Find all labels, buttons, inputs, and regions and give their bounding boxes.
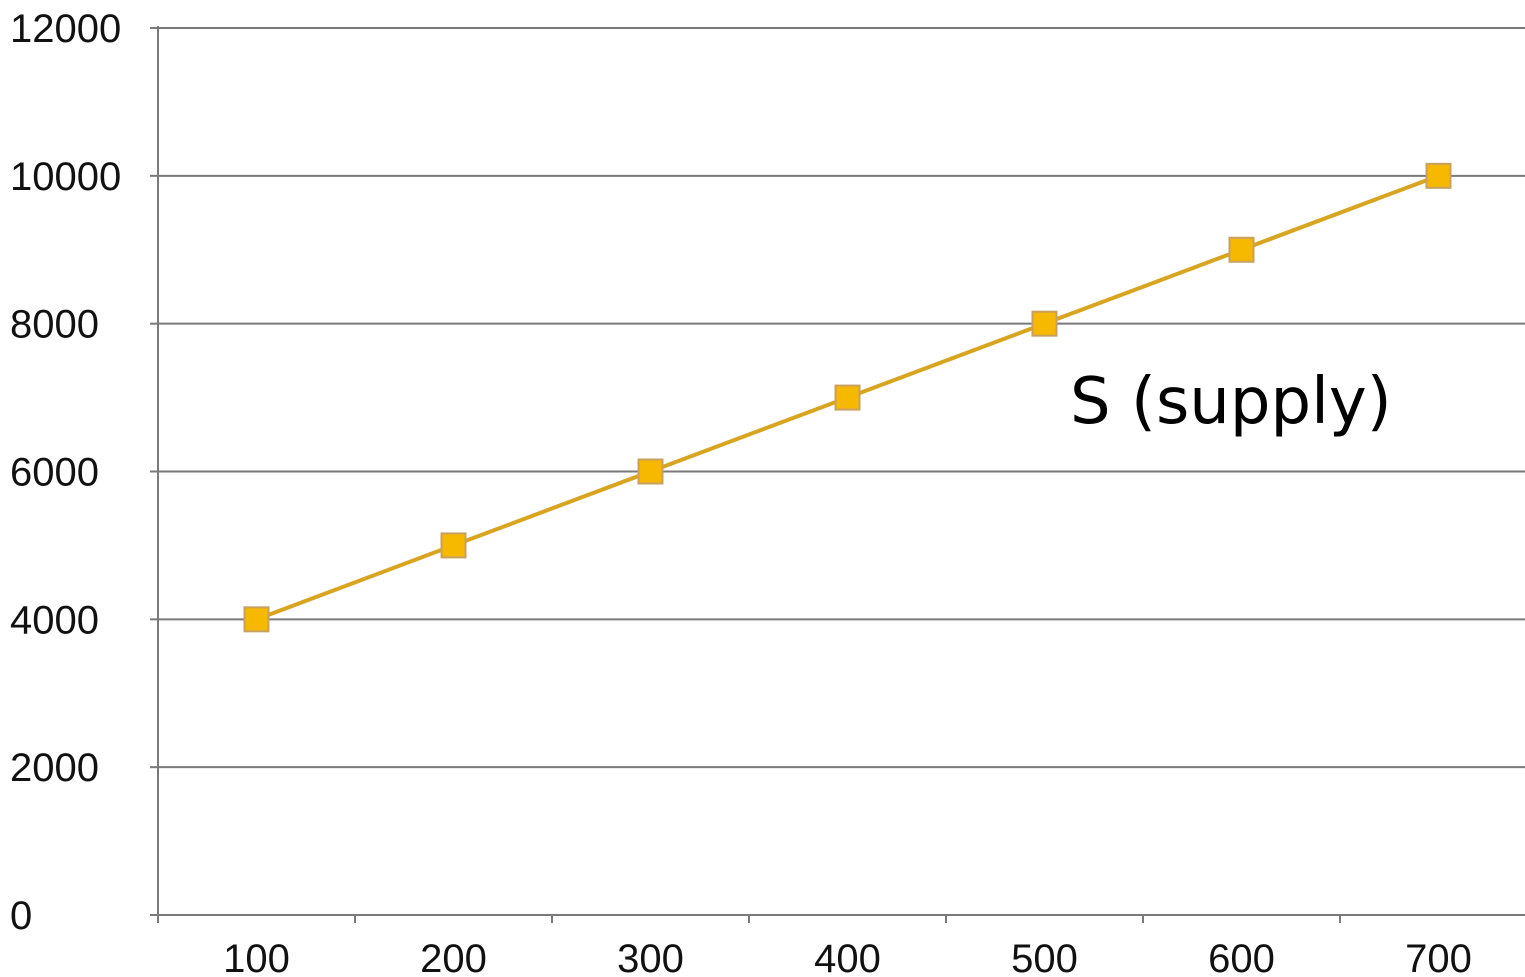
y-tick-label: 0 (10, 894, 32, 938)
series-supply (243, 162, 1452, 633)
x-tick-label: 600 (1208, 937, 1275, 977)
x-tick-label: 700 (1405, 937, 1472, 977)
y-tick-labels: 0 2000 4000 6000 8000 10000 12000 (10, 7, 121, 938)
data-point-marker (440, 532, 467, 559)
x-tick-label: 100 (223, 937, 290, 977)
supply-annotation: S (supply) (1070, 365, 1392, 439)
y-tick-label: 2000 (10, 746, 99, 790)
data-point-marker (637, 458, 664, 485)
axes (150, 26, 1525, 923)
x-tick-label: 300 (617, 937, 684, 977)
x-tick-labels: 100 200 300 400 500 600 700 (223, 937, 1472, 977)
x-tick-label: 400 (814, 937, 881, 977)
data-point-marker (243, 606, 270, 633)
data-point-marker (1228, 236, 1255, 263)
gridlines (158, 27, 1525, 769)
x-tick-label: 200 (420, 937, 487, 977)
y-tick-label: 12000 (10, 7, 121, 51)
x-tick-label: 500 (1011, 937, 1078, 977)
y-tick-label: 4000 (10, 598, 99, 642)
data-point-marker (834, 384, 861, 411)
y-tick-label: 8000 (10, 303, 99, 347)
y-tick-label: 6000 (10, 451, 99, 495)
data-point-marker (1031, 310, 1058, 337)
y-tick-label: 10000 (10, 155, 121, 199)
data-point-marker (1425, 162, 1452, 189)
